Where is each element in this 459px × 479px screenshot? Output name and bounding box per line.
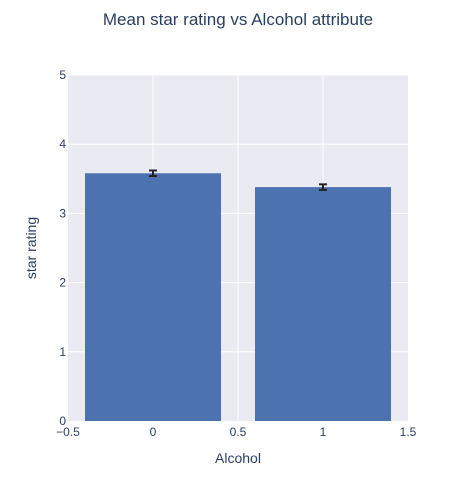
- bar: [85, 173, 221, 421]
- x-tick-label: 0.5: [230, 425, 247, 439]
- x-ticks: −0.5 0 0.5 1 1.5: [56, 425, 417, 439]
- y-axis-label: star rating: [23, 217, 39, 279]
- x-axis-label: Alcohol: [215, 450, 261, 466]
- bars: [85, 173, 391, 421]
- y-tick-label: 5: [59, 68, 66, 82]
- x-tick-label: −0.5: [56, 425, 80, 439]
- y-tick-label: 4: [59, 137, 66, 151]
- y-tick-label: 2: [59, 276, 66, 290]
- y-tick-label: 0: [59, 414, 66, 428]
- error-bars: [149, 169, 327, 191]
- x-tick-label: 1: [320, 425, 327, 439]
- y-tick-label: 3: [59, 206, 66, 220]
- bar: [255, 187, 391, 421]
- y-ticks: 0 1 2 3 4 5: [59, 68, 66, 428]
- chart-title: Mean star rating vs Alcohol attribute: [103, 10, 373, 29]
- y-tick-label: 1: [59, 345, 66, 359]
- x-tick-label: 0: [150, 425, 157, 439]
- x-tick-label: 1.5: [400, 425, 417, 439]
